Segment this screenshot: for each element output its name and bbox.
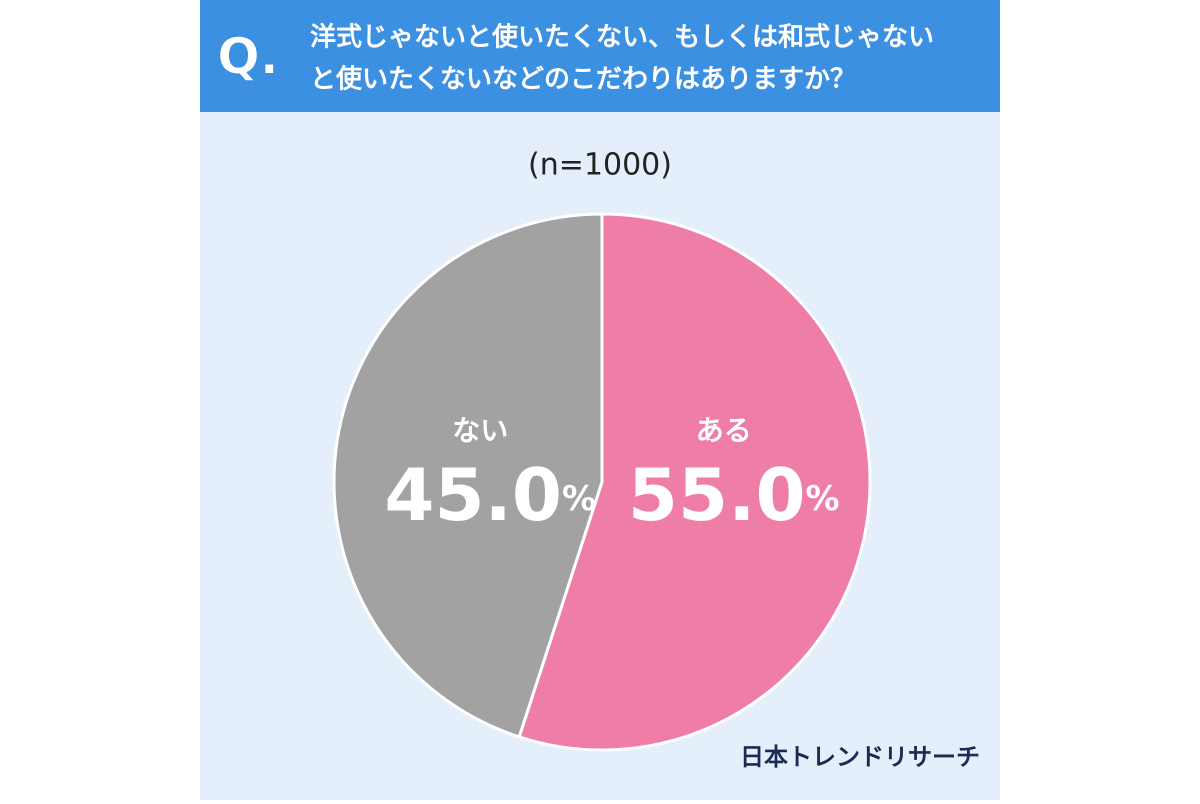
- slice-value-label: 55.0%: [628, 453, 840, 537]
- title-line: 洋式じゃないと使いたくない、もしくは和式じゃない: [310, 22, 934, 53]
- slice-category: ある: [696, 414, 752, 447]
- slice-value-label: 45.0%: [384, 453, 596, 537]
- subtitle: (n=1000): [528, 148, 672, 183]
- pie-slice: [517, 212, 872, 752]
- source-logo: 日本トレンドリサーチ: [740, 743, 980, 771]
- badge: Q.: [217, 28, 279, 86]
- slice-category: ない: [452, 414, 508, 447]
- title-line: と使いたくないなどのこだわりはありますか？: [310, 65, 856, 95]
- pie-slice: [332, 212, 604, 739]
- header: [200, 0, 1000, 112]
